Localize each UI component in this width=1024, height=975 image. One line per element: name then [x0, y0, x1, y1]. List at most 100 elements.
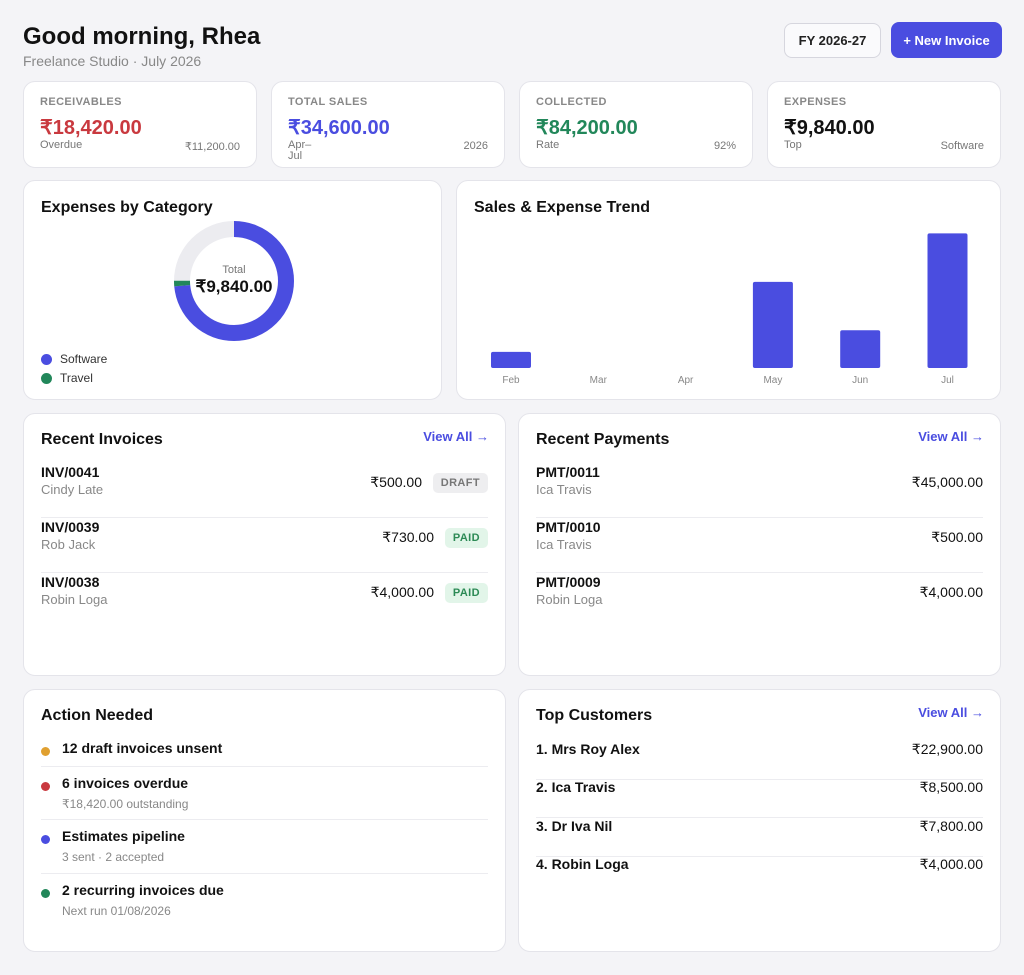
legend-dot [41, 372, 52, 384]
customer-name: 4. Robin Loga [536, 856, 629, 872]
status-badge: PAID [444, 583, 488, 603]
payments-view-all-link[interactable]: View All → [918, 429, 984, 444]
page-title: Good morning, Rhea [23, 23, 261, 50]
card-title: Recent Invoices [41, 431, 163, 448]
stat-sub-right: 2026 [463, 140, 488, 152]
invoice-customer: Robin Loga [41, 592, 108, 607]
list-item[interactable]: 4. Robin Loga ₹4,000.00 [536, 856, 983, 895]
customer-name: 3. Dr Iva Nil [536, 818, 613, 834]
donut-slice-software [174, 221, 294, 341]
legend-label: Software [60, 352, 108, 366]
action-item-estimates[interactable]: Estimates pipeline 3 sent · 2 accepted [41, 828, 488, 874]
recent-invoices-card: Recent Invoices View All → INV/0041 Cind… [23, 413, 506, 676]
stat-value: ₹84,200.00 [536, 117, 638, 139]
action-needed-card: Action Needed 12 draft invoices unsent 6… [23, 689, 506, 952]
customers-view-all-link[interactable]: View All → [918, 705, 984, 720]
table-row[interactable]: INV/0041 Cindy Late ₹500.00 DRAFT [41, 464, 488, 518]
list-item[interactable]: 2. Ica Travis ₹8,500.00 [536, 779, 983, 818]
table-row[interactable]: INV/0038 Robin Loga ₹4,000.00 PAID [41, 574, 488, 628]
stat-sub-right: 92% [713, 140, 736, 152]
card-title: Sales & Expense Trend [474, 199, 651, 216]
top-customers-card: Top Customers View All → 1. Mrs Roy Alex… [518, 689, 1001, 952]
stat-label: TOTAL SALES [288, 96, 368, 108]
bar-jul [927, 233, 968, 368]
legend-item-software: Software [41, 352, 107, 366]
action-subtitle: 3 sent · 2 accepted [62, 850, 165, 864]
x-tick-label: Jul [941, 375, 954, 386]
customer-amount: ₹7,800.00 [919, 818, 983, 834]
stat-value: ₹34,600.00 [288, 117, 390, 139]
list-item[interactable]: 3. Dr Iva Nil ₹7,800.00 [536, 818, 983, 857]
x-tick-label: Apr [678, 375, 694, 386]
stat-label: RECEIVABLES [40, 96, 122, 108]
donut-total-label: Total [222, 264, 246, 276]
bar-feb [491, 351, 531, 368]
invoice-customer: Rob Jack [41, 537, 96, 552]
payment-customer: Ica Travis [536, 537, 592, 552]
table-row[interactable]: INV/0039 Rob Jack ₹730.00 PAID [41, 519, 488, 573]
table-row[interactable]: PMT/0009 Robin Loga ₹4,000.00 [536, 574, 983, 628]
invoice-id: INV/0041 [41, 464, 100, 480]
card-title: Recent Payments [536, 431, 670, 448]
status-badge: DRAFT [432, 473, 488, 493]
action-title: 2 recurring invoices due [62, 882, 224, 898]
list-item[interactable]: 1. Mrs Roy Alex ₹22,900.00 [536, 741, 983, 780]
invoice-amount: ₹730.00 [382, 529, 434, 545]
table-row[interactable]: PMT/0011 Ica Travis ₹45,000.00 [536, 464, 983, 518]
trend-bar-chart: Feb Mar Apr May Jun Jul [491, 233, 968, 386]
table-row[interactable]: PMT/0010 Ica Travis ₹500.00 [536, 519, 983, 573]
status-dot [41, 889, 50, 898]
expenses-by-category-card: Expenses by Category Total ₹9,840.00 Sof… [23, 180, 442, 400]
action-item-overdue[interactable]: 6 invoices overdue ₹18,420.00 outstandin… [41, 775, 488, 820]
action-title: 6 invoices overdue [62, 775, 189, 791]
stat-value: ₹9,840.00 [784, 117, 875, 139]
fiscal-year-button[interactable]: FY 2026-27 [784, 23, 881, 58]
payment-id: PMT/0010 [536, 519, 601, 535]
sales-expense-trend-card: Sales & Expense Trend Feb Mar Apr May Jun Jul [456, 180, 1001, 400]
legend-dot [41, 353, 52, 365]
action-item-recurring[interactable]: 2 recurring invoices due Next run 01/08/… [41, 882, 488, 928]
payment-customer: Robin Loga [536, 592, 603, 607]
stat-sub-right: Software [940, 140, 984, 152]
legend-label: Travel [60, 371, 93, 385]
customer-name: 1. Mrs Roy Alex [536, 741, 640, 757]
invoice-id: INV/0038 [41, 574, 100, 590]
stat-sub-left: Rate [536, 139, 560, 151]
action-subtitle: ₹18,420.00 outstanding [62, 797, 189, 811]
stat-value: ₹18,420.00 [40, 117, 142, 139]
page-subtitle: Freelance Studio · July 2026 [23, 53, 202, 69]
customer-name: 2. Ica Travis [536, 779, 616, 795]
customer-amount: ₹8,500.00 [919, 779, 983, 795]
action-subtitle: Next run 01/08/2026 [62, 904, 171, 918]
bar-may [752, 281, 793, 368]
new-invoice-button[interactable]: + New Invoice [891, 22, 1002, 58]
expenses-donut-chart [174, 221, 294, 341]
customer-amount: ₹22,900.00 [911, 741, 983, 757]
status-dot [41, 835, 50, 844]
stat-label: EXPENSES [784, 96, 847, 108]
recent-payments-card: Recent Payments View All → PMT/0011 Ica … [518, 413, 1001, 676]
payment-id: PMT/0011 [536, 464, 600, 480]
x-tick-label: Jun [852, 375, 868, 386]
status-dot [41, 782, 50, 791]
stat-card-expenses: EXPENSES ₹9,840.00 Top Software [767, 81, 1001, 168]
donut-total-value: ₹9,840.00 [195, 277, 273, 296]
stat-sub-left: Overdue [40, 139, 83, 151]
donut-slice-travel [174, 221, 294, 341]
payment-amount: ₹45,000.00 [911, 474, 983, 490]
payment-amount: ₹4,000.00 [919, 584, 983, 600]
action-item-drafts[interactable]: 12 draft invoices unsent [41, 740, 488, 767]
invoice-amount: ₹500.00 [370, 474, 422, 490]
x-tick-label: Feb [502, 375, 520, 386]
customer-amount: ₹4,000.00 [919, 856, 983, 872]
x-tick-label: May [763, 375, 782, 386]
invoices-view-all-link[interactable]: View All → [423, 429, 489, 444]
stat-sub-left: Top [784, 139, 802, 151]
action-title: Estimates pipeline [62, 828, 185, 844]
stat-card-collected: COLLECTED ₹84,200.00 Rate 92% [519, 81, 753, 168]
card-title: Top Customers [536, 707, 653, 724]
payment-id: PMT/0009 [536, 574, 601, 590]
invoice-id: INV/0039 [41, 519, 100, 535]
invoice-amount: ₹4,000.00 [370, 584, 434, 600]
payment-customer: Ica Travis [536, 482, 592, 497]
